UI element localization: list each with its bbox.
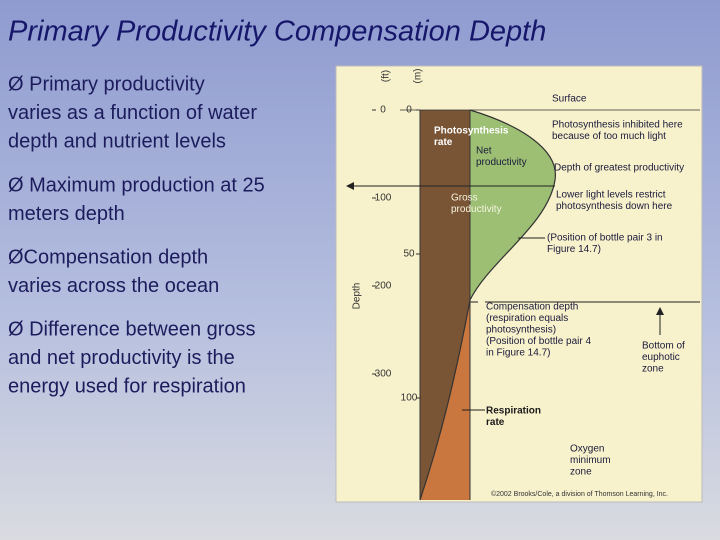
feet-label: (ft): [381, 70, 392, 82]
euphotic: Bottom of: [642, 341, 685, 352]
photosynthesis-rate: Photosynthesis: [434, 126, 509, 137]
photosynthesis-region: [420, 110, 470, 500]
bullet-line: ØCompensation depth: [8, 246, 208, 268]
bullet-line: depth and nutrient levels: [8, 130, 226, 152]
respiration-rate: rate: [486, 417, 505, 428]
euphotic: euphotic: [642, 352, 680, 363]
oxygen: Oxygen: [570, 444, 604, 455]
depth-label: Depth: [352, 283, 363, 310]
feet-tick: 300: [375, 369, 392, 380]
greatest-label: Depth of greatest productivity: [554, 163, 684, 174]
lower-light: Lower light levels restrict: [556, 190, 666, 201]
gross-productivity: Gross: [451, 193, 478, 204]
gross-productivity: productivity: [451, 204, 502, 215]
bullet-line: Ø Difference between gross: [8, 318, 256, 340]
bullet-line: Ø Maximum production at 25: [8, 174, 265, 196]
compensation: Compensation depth: [486, 302, 578, 313]
bullet-line: meters depth: [8, 203, 125, 225]
bullet-line: varies as a function of water: [8, 102, 257, 124]
oxygen: zone: [570, 467, 592, 478]
compensation: photosynthesis): [486, 325, 556, 336]
lower-light: photosynthesis down here: [556, 201, 673, 212]
compensation: in Figure 14.7): [486, 348, 550, 359]
meters-label: (m): [413, 69, 424, 84]
feet-tick: 0: [380, 105, 386, 116]
meter-tick: 100: [401, 393, 418, 404]
euphotic: zone: [642, 364, 664, 375]
bullet-line: Ø Primary productivity: [8, 73, 205, 95]
surface-label: Surface: [552, 94, 587, 105]
title: Primary Productivity Compensation Depth: [8, 16, 546, 48]
compensation: (Position of bottle pair 4: [486, 336, 591, 347]
gross-productivity-region: [470, 110, 556, 300]
respiration-rate: Respiration: [486, 406, 541, 417]
feet-tick: 100: [375, 193, 392, 204]
bottle3: (Position of bottle pair 3 in: [547, 233, 663, 244]
feet-tick: 200: [375, 281, 392, 292]
net-productivity: Net: [476, 146, 492, 157]
bullet-list: Ø Primary productivity varies as a functi…: [8, 73, 265, 397]
inhibited: Photosynthesis inhibited here: [552, 120, 683, 131]
figure: (ft) (m) Depth Surface ©2002 Brooks/Cole…: [335, 65, 703, 503]
photosynthesis-curve: [419, 109, 556, 501]
bullet-line: varies across the ocean: [8, 275, 219, 297]
oxygen: minimum: [570, 455, 611, 466]
copyright: ©2002 Brooks/Cole, a division of Thomson…: [491, 490, 668, 498]
net-productivity: productivity: [476, 157, 527, 168]
photosynthesis-rate: rate: [434, 137, 453, 148]
inhibited: because of too much light: [552, 131, 666, 142]
meter-tick: 0: [406, 105, 412, 116]
bottle3: Figure 14.7): [547, 244, 601, 255]
bullet-line: and net productivity is the: [8, 347, 235, 369]
compensation: (respiration equals: [486, 313, 568, 324]
bullet-line: energy used for respiration: [8, 375, 246, 397]
meter-tick: 50: [403, 249, 415, 260]
